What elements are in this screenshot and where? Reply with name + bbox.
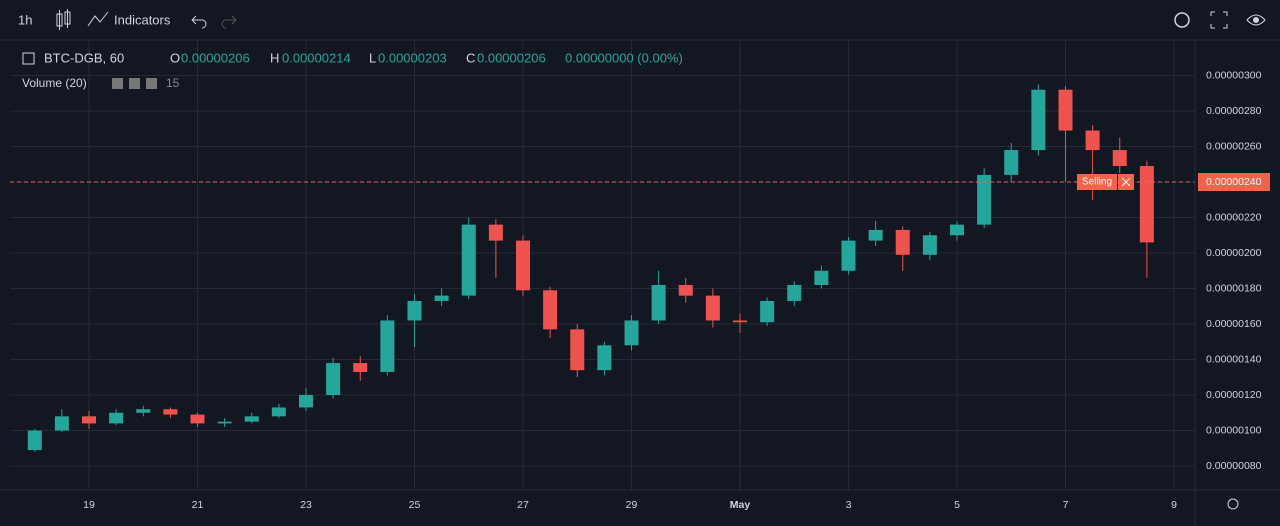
x-tick-label: 21 — [192, 499, 204, 511]
redo-button[interactable] — [221, 15, 237, 29]
candle-body — [814, 270, 829, 285]
candle-body — [543, 290, 558, 330]
candle-body — [461, 224, 476, 296]
order-price-label: 0.00000240 — [1206, 176, 1262, 188]
x-tick-label: 19 — [83, 499, 95, 511]
candle-body — [868, 229, 883, 241]
low-value: 0.00000203 — [378, 50, 447, 65]
candle-body — [597, 345, 612, 371]
y-tick-label: 0.00000260 — [1206, 140, 1262, 152]
symbol[interactable]: BTC-DGB, 60 — [44, 50, 124, 65]
candle-body — [434, 295, 449, 301]
x-tick-label: 3 — [846, 499, 852, 511]
candle-body — [516, 240, 530, 291]
candle-body — [271, 407, 286, 417]
x-tick-label: 5 — [954, 499, 960, 511]
high-value: 0.00000214 — [282, 50, 351, 65]
candle-body — [733, 320, 747, 323]
y-tick-label: 0.00000300 — [1206, 69, 1262, 81]
order-tag — [1077, 174, 1117, 191]
y-tick-label: 0.00000100 — [1206, 424, 1262, 436]
interval-button[interactable]: 1h — [18, 12, 32, 27]
candle-body — [922, 235, 937, 255]
change-value: 0.00000000 (0.00%) — [565, 50, 683, 65]
candle-body — [1004, 150, 1019, 175]
close-value: 0.00000206 — [477, 50, 546, 65]
chart-type-button[interactable] — [56, 9, 71, 30]
volume-indicator[interactable]: Volume (20) — [22, 76, 87, 90]
indicator-controls[interactable] — [112, 78, 157, 89]
high-label: H — [270, 50, 279, 65]
order-cancel-icon — [1121, 177, 1131, 187]
undo-button[interactable] — [191, 15, 207, 29]
indicators-label[interactable]: Indicators — [114, 12, 171, 27]
candle-body — [27, 430, 42, 451]
candle-body — [54, 416, 69, 431]
candle-body — [705, 295, 720, 321]
x-tick-label: 29 — [626, 499, 638, 511]
candle-body — [760, 300, 775, 323]
candle-body — [326, 363, 341, 396]
candle-body — [299, 395, 313, 408]
plot — [10, 40, 1195, 490]
y-tick-label: 0.00000220 — [1206, 211, 1262, 223]
candle-body — [353, 363, 368, 372]
y-tick-label: 0.00000160 — [1206, 318, 1262, 330]
candle-body — [977, 174, 992, 225]
candle-body — [82, 416, 96, 424]
candle-body — [624, 320, 639, 346]
candle-body — [787, 284, 802, 301]
open-label: O — [170, 50, 180, 65]
candle-body — [570, 329, 585, 371]
candle-body — [841, 240, 856, 271]
candle-body — [217, 421, 232, 424]
candle-body — [678, 284, 693, 296]
close-label: C — [466, 50, 475, 65]
indicators-button[interactable]: Indicators — [87, 11, 171, 27]
candle-body — [651, 284, 666, 321]
axis-settings[interactable] — [1227, 498, 1239, 510]
open-value: 0.00000206 — [181, 50, 250, 65]
volume-value: 15 — [166, 76, 180, 90]
x-tick-label: May — [730, 499, 751, 511]
x-tick-label: 7 — [1063, 499, 1069, 511]
visibility-dot — [1253, 17, 1259, 23]
candle-body — [1139, 166, 1154, 243]
y-tick-label: 0.00000280 — [1206, 105, 1262, 117]
x-tick-label: 23 — [300, 499, 312, 511]
x-tick-label: 9 — [1171, 499, 1177, 511]
order-text: Selling — [1082, 177, 1112, 188]
y-tick-label: 0.00000200 — [1206, 247, 1262, 259]
y-tick-label: 0.00000080 — [1206, 460, 1262, 472]
candle-body — [1058, 89, 1073, 131]
low-label: L — [369, 50, 376, 65]
x-tick-label: 27 — [517, 499, 529, 511]
candle-body — [895, 229, 910, 255]
candle-body — [190, 414, 205, 424]
visibility-button[interactable] — [1246, 14, 1266, 26]
candle-body — [244, 416, 259, 422]
fullscreen-button[interactable] — [1210, 11, 1228, 29]
y-tick-label: 0.00000120 — [1206, 389, 1262, 401]
candle-body — [407, 300, 422, 321]
candle-body — [1031, 89, 1046, 151]
order-price-tag — [1198, 173, 1270, 192]
candle-body — [380, 320, 395, 372]
symbol-icon — [22, 52, 35, 65]
candle-body — [163, 409, 178, 415]
candle-body — [1085, 130, 1100, 151]
candle-body — [136, 409, 151, 413]
y-tick-label: 0.00000140 — [1206, 353, 1262, 365]
candle-body — [488, 224, 503, 241]
candle-body — [109, 412, 124, 424]
candle-body — [950, 224, 964, 236]
y-tick-label: 0.00000180 — [1206, 282, 1262, 294]
candle-body — [1112, 150, 1127, 167]
x-tick-label: 25 — [409, 499, 421, 511]
settings-button[interactable] — [1174, 12, 1190, 28]
